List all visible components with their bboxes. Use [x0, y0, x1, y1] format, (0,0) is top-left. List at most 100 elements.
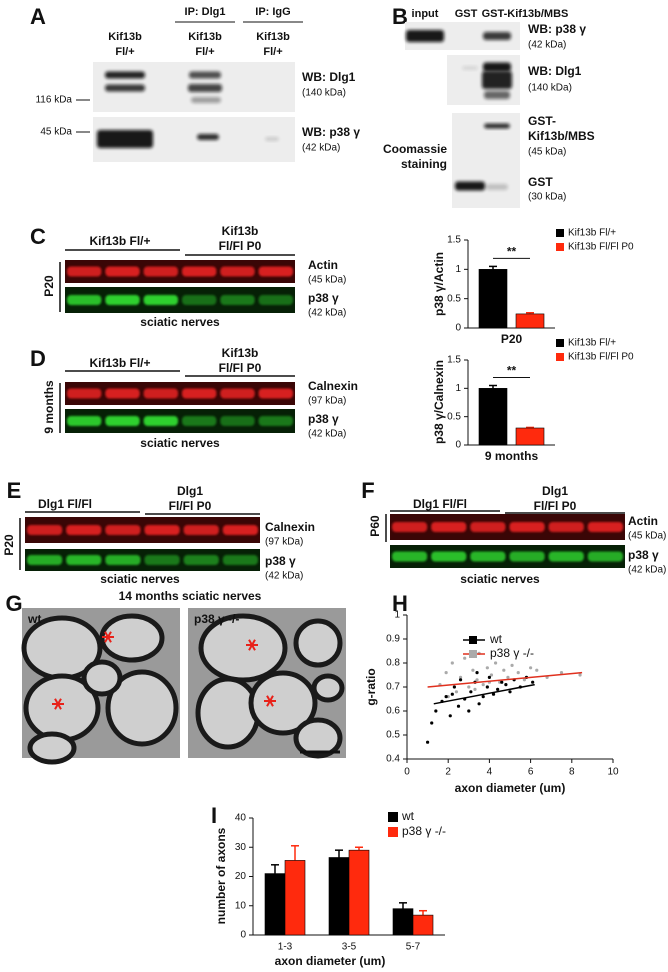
point — [456, 704, 461, 708]
legend-label: p38 γ -/- — [402, 824, 446, 838]
blot-name: Kif13b/MBS — [528, 129, 595, 143]
blot-size: (42 kDa) — [528, 40, 566, 51]
y-axis-title: g-ratio — [364, 668, 378, 705]
asterisk — [248, 639, 256, 651]
blot-band — [484, 91, 510, 99]
y-tick-label: 0.6 — [386, 706, 400, 717]
bar — [348, 849, 370, 936]
tissue-label: sciatic nerves — [140, 315, 220, 329]
blot-name: p38 γ — [265, 554, 296, 568]
blot-band — [587, 522, 623, 532]
blot-membrane — [65, 287, 295, 313]
x-axis-title: axon diameter (um) — [455, 781, 566, 795]
axon-profile — [195, 676, 261, 750]
column-header: GST — [455, 8, 478, 20]
blot-band — [483, 62, 511, 72]
blot-band — [483, 32, 511, 40]
bar — [478, 269, 508, 329]
blot-band — [182, 295, 217, 305]
blot-name: Calnexin — [265, 520, 315, 534]
y-tick-label: 40 — [235, 813, 247, 824]
blot-membrane — [25, 517, 260, 543]
point — [481, 683, 485, 687]
bar — [392, 908, 414, 936]
blot-band — [220, 388, 255, 399]
blot-band — [183, 555, 219, 565]
asterisk — [104, 631, 112, 643]
panel-letter: D — [30, 346, 46, 371]
panel-letter: F — [361, 478, 374, 503]
blot-name: GST — [528, 175, 553, 189]
blot-size: (45 kDa) — [528, 147, 566, 158]
y-tick-label: 0.8 — [386, 658, 400, 669]
point — [506, 675, 510, 680]
blot-membrane — [65, 382, 295, 405]
y-tick-label: 0.9 — [386, 634, 400, 645]
legend-swatch — [556, 229, 564, 237]
blot-band — [144, 555, 180, 565]
point — [522, 678, 527, 682]
blot-band — [258, 266, 293, 277]
group-label: Dlg1 Fl/Fl — [38, 497, 92, 511]
blot-membrane — [390, 545, 625, 568]
blot-name: GST- — [528, 114, 556, 128]
y-axis-title: p38 γ/Actin — [432, 252, 446, 316]
column-header: GST-Kif13b/MBS — [482, 8, 569, 20]
y-tick-label: 0 — [455, 323, 461, 334]
x-tick-label: 5-7 — [406, 942, 421, 953]
blot-band — [143, 295, 178, 305]
blot-membrane — [25, 549, 260, 571]
blot-band — [105, 388, 140, 399]
group-label: Kif13b Fl/+ — [89, 356, 150, 370]
legend-label: Kif13b Fl/Fl P0 — [568, 242, 634, 253]
blot-name: Actin — [628, 514, 658, 528]
point — [426, 740, 430, 744]
blot-size: (30 kDa) — [528, 192, 566, 203]
point — [496, 687, 500, 692]
image-label: p38 γ -/- — [194, 612, 239, 626]
blot-band — [67, 266, 102, 277]
axon-profile — [293, 618, 343, 668]
bar — [478, 388, 508, 446]
panel-letter: C — [30, 224, 46, 249]
panel-letter: I — [211, 803, 217, 828]
blot-band — [182, 388, 217, 399]
point — [489, 673, 494, 677]
group-label: Fl/Fl P0 — [534, 499, 577, 513]
time-label: 9 months — [42, 380, 56, 434]
panel-letter: A — [30, 4, 46, 29]
blot-size: (42 kDa) — [265, 571, 303, 582]
point — [458, 678, 463, 682]
blot-band — [455, 181, 485, 191]
x-tick-label: 6 — [528, 767, 534, 778]
point — [535, 668, 539, 672]
legend-swatch — [469, 636, 477, 644]
blot-name: WB: Dlg1 — [302, 70, 356, 84]
bar — [328, 857, 350, 936]
blot-band — [486, 184, 508, 190]
point — [434, 709, 438, 713]
x-tick-label: 3-5 — [342, 942, 357, 953]
blot-band — [482, 71, 512, 89]
y-tick-label: 0.7 — [386, 682, 400, 693]
blot-band — [27, 555, 63, 565]
point — [531, 680, 535, 684]
blot-band — [105, 71, 145, 79]
blot-band — [548, 551, 584, 562]
blot-band — [191, 97, 221, 103]
legend-swatch — [556, 243, 564, 251]
blot-name: Actin — [308, 258, 338, 272]
legend-label: p38 γ -/- — [490, 646, 534, 660]
group-label: Fl/Fl P0 — [169, 499, 212, 513]
blot-membrane — [452, 113, 520, 208]
x-tick-label: 10 — [607, 767, 619, 778]
point — [473, 687, 477, 692]
blot-band — [509, 551, 545, 562]
y-tick-label: 0 — [240, 930, 246, 941]
y-tick-label: 20 — [235, 871, 247, 882]
y-tick-label: 10 — [235, 900, 247, 911]
y-tick-label: 1.5 — [447, 235, 461, 246]
blot-band — [462, 66, 478, 70]
column-header: Fl/+ — [263, 46, 282, 58]
x-tick-label: 0 — [404, 767, 410, 778]
